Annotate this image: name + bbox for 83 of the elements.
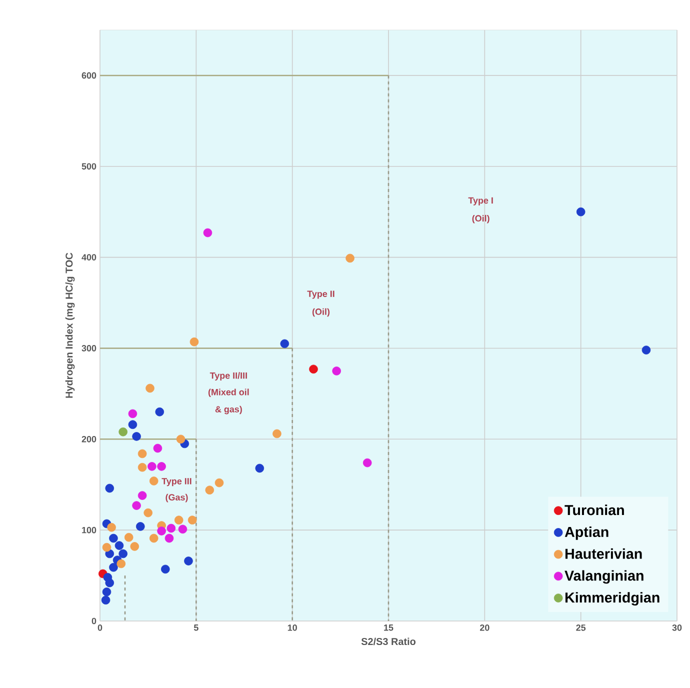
- point: [144, 508, 152, 518]
- point: [132, 501, 141, 510]
- point: [149, 476, 158, 486]
- x-axis-title: S2/S3 Ratio: [361, 638, 416, 646]
- legend-label: Kimmeridgian: [565, 592, 660, 606]
- point: [178, 524, 188, 534]
- point: [174, 516, 184, 524]
- point: [118, 427, 128, 436]
- point: [105, 549, 114, 558]
- point: [124, 532, 134, 542]
- point: [102, 588, 112, 596]
- legend-label: Valanginian: [564, 570, 644, 584]
- point: [105, 578, 114, 588]
- legend-label: Turonian: [564, 504, 624, 516]
- point: [105, 484, 114, 493]
- point: [136, 522, 145, 531]
- x-tick-label: 10: [288, 624, 297, 631]
- point: [272, 429, 282, 438]
- point: [138, 449, 147, 458]
- legend-label: Hauterivian: [565, 548, 642, 559]
- point: [153, 444, 162, 453]
- point: [188, 516, 197, 524]
- point: [160, 564, 170, 574]
- y-tick-label: 200: [82, 436, 96, 442]
- point: [155, 407, 164, 416]
- point: [116, 559, 126, 568]
- point: [576, 207, 586, 216]
- legend-label: Aptian: [564, 526, 608, 540]
- x-tick-label: 20: [480, 624, 490, 631]
- annotation: Type II: [307, 290, 334, 299]
- point: [149, 534, 158, 543]
- annotation: (Mixed oil: [208, 388, 249, 398]
- y-tick-label: 300: [82, 345, 96, 352]
- annotation: (Gas): [166, 494, 188, 502]
- y-axis-title: Hydrogen Index (mg HC/g TOC: [65, 252, 75, 398]
- annotation: & gas): [215, 406, 242, 414]
- point: [157, 526, 166, 536]
- annotation: Type III: [162, 478, 192, 486]
- point: [309, 364, 318, 374]
- point: [128, 420, 138, 430]
- annotation: Type II/III: [210, 372, 247, 381]
- y-tick-label: 400: [82, 254, 96, 260]
- y-tick-label: 600: [82, 72, 96, 79]
- point: [128, 409, 138, 418]
- point: [148, 462, 156, 471]
- x-tick-label: 25: [576, 624, 586, 631]
- point: [280, 339, 290, 348]
- point: [203, 228, 212, 238]
- point: [642, 346, 651, 354]
- point: [101, 596, 110, 604]
- point: [332, 366, 341, 376]
- y-tick-label: 100: [82, 526, 96, 534]
- point: [109, 534, 118, 543]
- x-tick-label: 30: [672, 624, 682, 631]
- point: [205, 486, 214, 494]
- point: [138, 462, 147, 472]
- point: [118, 549, 128, 558]
- point: [346, 254, 354, 263]
- point: [114, 541, 124, 550]
- point: [214, 478, 224, 488]
- point: [164, 534, 174, 543]
- y-tick-label: 500: [82, 163, 96, 170]
- y-tick-label: 0: [92, 618, 96, 624]
- point: [166, 524, 176, 533]
- point: [102, 542, 112, 552]
- point: [109, 562, 118, 572]
- annotation: Type I: [468, 197, 493, 206]
- point: [255, 464, 264, 473]
- annotation: (Oil): [472, 214, 490, 224]
- point: [138, 491, 147, 500]
- point: [146, 384, 154, 393]
- point: [176, 434, 186, 444]
- x-tick-label: 0: [98, 624, 102, 631]
- point: [130, 542, 140, 551]
- point: [184, 556, 193, 566]
- annotation: (Oil): [312, 308, 330, 317]
- point: [362, 458, 372, 468]
- x-tick-label: 5: [194, 624, 198, 631]
- point: [157, 462, 166, 471]
- point: [190, 337, 199, 346]
- point: [132, 432, 141, 441]
- x-tick-label: 15: [384, 624, 394, 631]
- point: [107, 522, 116, 532]
